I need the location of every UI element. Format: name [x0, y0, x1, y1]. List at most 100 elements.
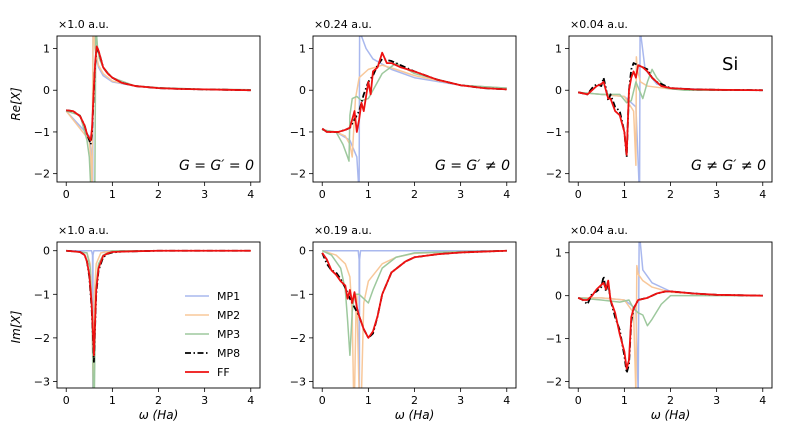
legend: MP1 MP2 MP3 MP8 FF: [185, 290, 240, 379]
y-tick-label: 0: [555, 84, 562, 97]
y-tick-label: −3: [34, 375, 50, 388]
panel-re-gg-neq0: 0 1 2 3 4 −2 −1 0 1 ×0.24 a.u. G = G′ ≠ 0: [290, 18, 517, 201]
x-tick-label: 4: [247, 188, 254, 201]
y-tick-label: −3: [290, 375, 306, 388]
series-mp2: [322, 249, 507, 388]
y-tick-label: 0: [555, 290, 562, 303]
x-tick-label: 0: [319, 188, 326, 201]
y-tick-label: 1: [555, 247, 562, 260]
y-tick-label: −1: [290, 126, 306, 139]
series-ff: [66, 249, 251, 357]
x-tick-label: 2: [411, 394, 418, 407]
series-ff: [66, 45, 251, 142]
y-tick-label: 1: [299, 43, 306, 56]
series-mp2: [578, 264, 763, 388]
x-axis-label: ω (Ha): [395, 408, 435, 422]
x-tick-label: 3: [201, 394, 208, 407]
series-mp3: [578, 68, 763, 104]
x-tick-label: 4: [759, 188, 766, 201]
x-tick-label: 2: [155, 394, 162, 407]
scale-label: ×0.19 a.u.: [314, 224, 372, 237]
series-group: [578, 36, 763, 182]
legend-label-mp3: MP3: [217, 328, 240, 341]
x-tick-label: 4: [503, 188, 510, 201]
panel-re-gg0: 0 1 2 3 4 −2 −1 0 1 ×1.0 a.u. G = G′ = 0: [34, 18, 261, 201]
y-tick-label: 0: [299, 84, 306, 97]
series-mp2: [322, 64, 507, 158]
series-mp8: [578, 62, 763, 158]
panel-annotation: G = G′ = 0: [179, 158, 254, 174]
x-tick-label: 3: [457, 394, 464, 407]
series-group: [321, 36, 507, 182]
y-tick-label: 0: [299, 245, 306, 258]
x-tick-label: 3: [457, 188, 464, 201]
y-tick-label: −2: [546, 168, 562, 181]
x-tick-label: 4: [503, 394, 510, 407]
series-group: [321, 249, 507, 388]
series-group: [577, 242, 763, 388]
legend-label-ff: FF: [217, 366, 230, 379]
axes-frame: [568, 241, 773, 389]
y-tick-label: 1: [43, 43, 50, 56]
x-tick-label: 1: [109, 188, 116, 201]
scale-label: ×0.24 a.u.: [314, 18, 372, 31]
y-tick-label: −2: [34, 168, 50, 181]
series-mp1: [322, 249, 507, 388]
y-tick-label: −1: [290, 288, 306, 301]
x-tick-label: 0: [319, 394, 326, 407]
panel-im-gg-neq0: 0 1 2 3 4 −3 −2 −1 0 ×0.19 a.u. ω (Ha): [290, 224, 517, 422]
ylabel-top: Re[X]: [9, 87, 23, 121]
legend-label-mp1: MP1: [217, 290, 240, 303]
x-axis-label: ω (Ha): [651, 408, 691, 422]
x-tick-label: 3: [201, 188, 208, 201]
panel-annotation: G = G′ ≠ 0: [435, 158, 510, 174]
y-tick-label: −2: [290, 332, 306, 345]
x-tick-label: 3: [713, 394, 720, 407]
x-tick-label: 0: [575, 188, 582, 201]
scale-label: ×0.04 a.u.: [570, 224, 628, 237]
ylabel-bottom: Im[X]: [9, 310, 23, 343]
x-tick-label: 4: [759, 394, 766, 407]
scale-label: ×1.0 a.u.: [58, 224, 109, 237]
series-group: [65, 36, 251, 182]
y-tick-label: −2: [290, 168, 306, 181]
y-tick-label: −2: [546, 376, 562, 389]
legend-label-mp8: MP8: [217, 347, 240, 360]
series-mp3: [321, 249, 507, 357]
y-tick-label: −2: [34, 332, 50, 345]
scale-label: ×0.04 a.u.: [570, 18, 628, 31]
y-tick-label: −1: [34, 126, 50, 139]
axes-frame: [312, 241, 517, 389]
x-tick-label: 4: [247, 394, 254, 407]
panel-annotation: G ≠ G′ ≠ 0: [691, 158, 766, 174]
series-mp1: [66, 249, 251, 388]
x-tick-label: 2: [667, 394, 674, 407]
x-tick-label: 3: [713, 188, 720, 201]
scale-label: ×1.0 a.u.: [58, 18, 109, 31]
x-tick-label: 1: [621, 394, 628, 407]
x-tick-label: 1: [621, 188, 628, 201]
ylabel-top-text: Re[X]: [9, 87, 23, 121]
x-tick-label: 2: [155, 188, 162, 201]
panel-im-gneqg: 0 1 2 3 4 −2 −1 0 1 ×0.04 a.u. ω (Ha): [546, 224, 773, 422]
y-tick-label: −1: [34, 288, 50, 301]
x-tick-label: 1: [365, 188, 372, 201]
x-tick-label: 0: [575, 394, 582, 407]
x-tick-label: 1: [365, 394, 372, 407]
y-tick-label: −1: [546, 333, 562, 346]
series-mp1: [322, 36, 507, 182]
y-tick-label: 1: [555, 43, 562, 56]
x-tick-label: 0: [63, 188, 70, 201]
panel-re-gneqg: 0 1 2 3 4 −2 −1 0 1 ×0.04 a.u. G ≠ G′ ≠ 0: [546, 18, 773, 201]
series-ff: [321, 249, 507, 339]
x-tick-label: 0: [63, 394, 70, 407]
legend-label-mp2: MP2: [217, 309, 240, 322]
panel-im-gg0: 0 1 2 3 4 −3 −2 −1 0 ×1.0 a.u. ω (Ha): [34, 224, 261, 422]
y-tick-label: 0: [43, 245, 50, 258]
series-ff: [321, 51, 507, 133]
x-tick-label: 1: [109, 394, 116, 407]
series-ff: [578, 64, 763, 156]
x-tick-label: 2: [411, 188, 418, 201]
series-mp3: [578, 294, 763, 327]
x-tick-label: 2: [667, 188, 674, 201]
